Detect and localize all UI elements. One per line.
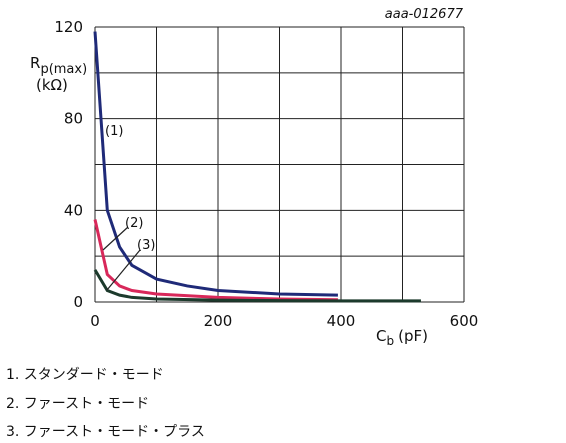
y-label-sub: p(max) [40,62,87,77]
x-label-unit: (pF) [398,327,428,345]
x-tick-label: 200 [204,312,233,330]
line [93,31,338,297]
curve-label: (3) [137,238,155,253]
y-axis-label: Rp(max) [30,54,87,77]
x-label-main: C [376,327,386,345]
y-tick-label: 80 [64,110,83,128]
leader-line [102,226,129,251]
curve-label: (2) [125,216,143,231]
x-axis-label: Cb (pF) [376,327,428,348]
curve-label: (1) [105,124,123,139]
x-tick-label: 0 [90,312,100,330]
chart: aaa-012677 Rp(max) (kΩ) Cb (pF) 0 40 80 120 0… [30,7,479,348]
note: 2. ファースト・モード [6,396,150,412]
x-tick-label: 600 [450,312,479,330]
figure-id: aaa-012677 [385,7,464,22]
y-label-main: R [30,54,40,72]
y-tick-label: 120 [54,18,83,36]
line [93,219,338,302]
y-tick-label: 40 [64,201,83,219]
line [93,269,421,303]
y-axis-unit: (kΩ) [36,76,68,94]
x-label-sub: b [386,334,394,348]
note: 3. ファースト・モード・プラス [6,424,205,440]
note: 1. スタンダード・モード [6,367,164,383]
y-tick-label: 0 [73,293,83,311]
x-tick-label: 400 [327,312,356,330]
leader-line [106,249,141,291]
